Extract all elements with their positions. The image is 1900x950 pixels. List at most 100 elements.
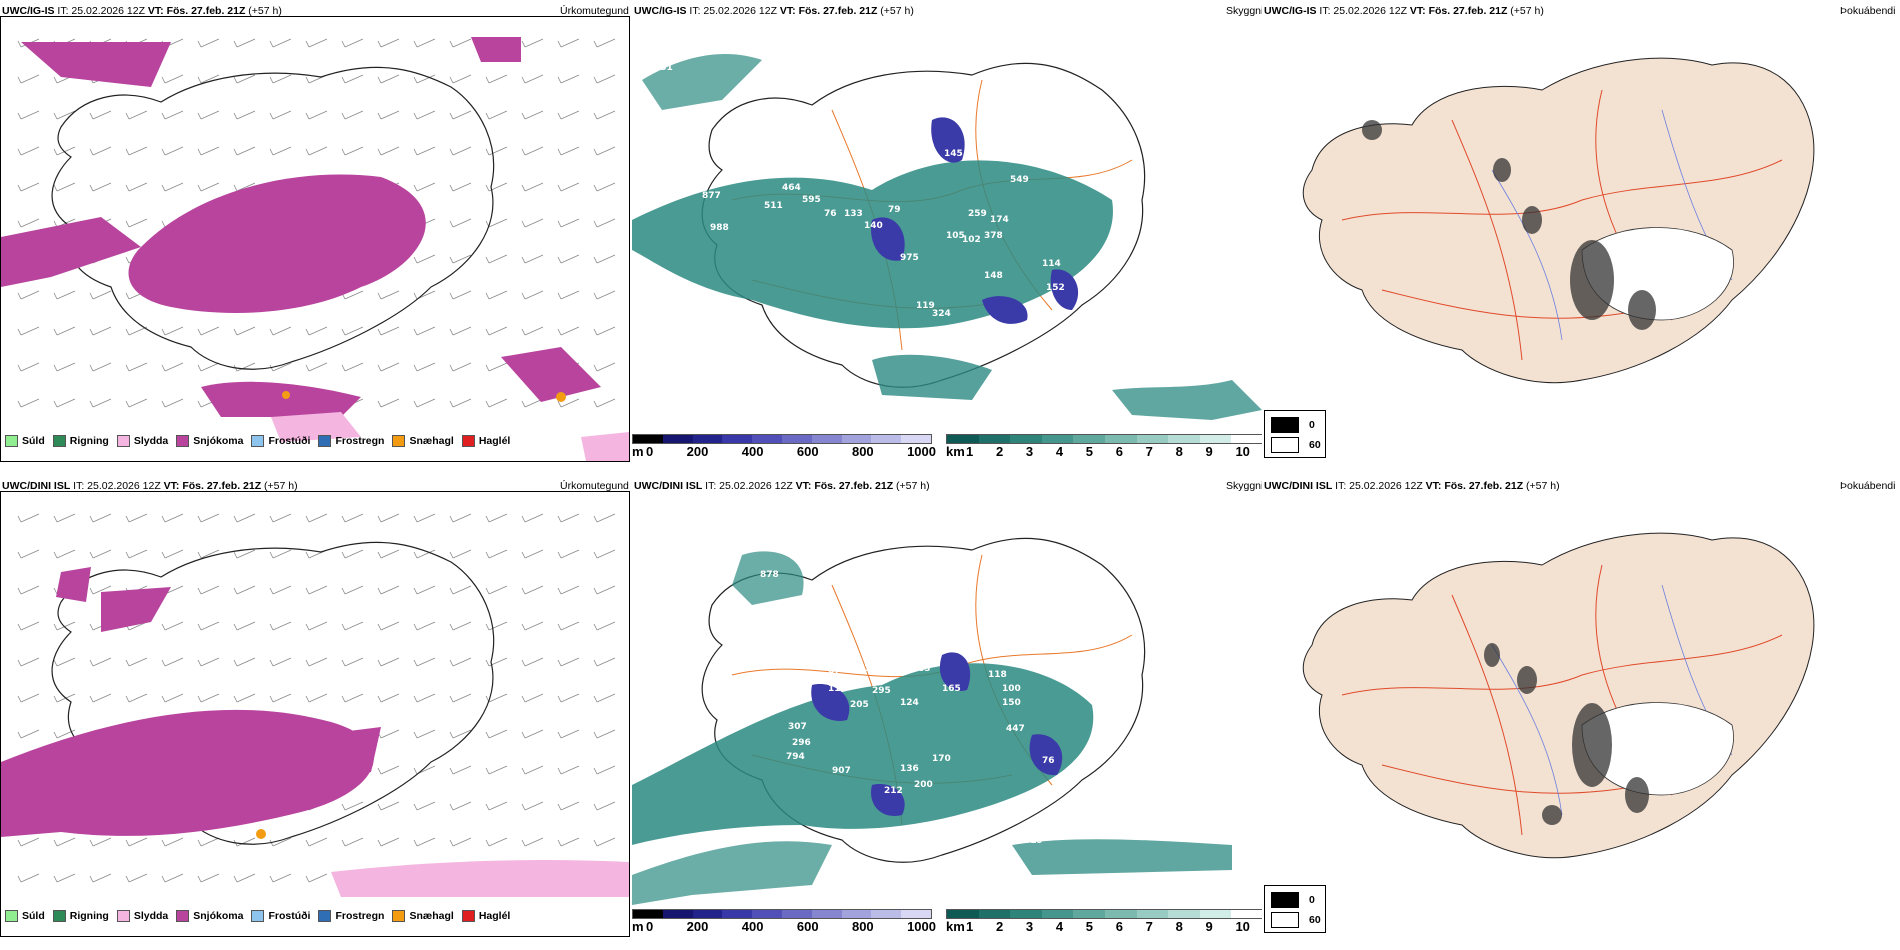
cloud-base-ticks: 0 200 400 600 800 1000 (646, 919, 936, 934)
wind-barb (125, 110, 148, 120)
cloud-base-value: 174 (990, 215, 1009, 225)
cloud-base-value: 511 (764, 201, 783, 211)
cloud-base-value: 67 (828, 666, 841, 676)
wind-barb (377, 74, 400, 84)
wind-barb (17, 729, 40, 739)
wind-barb (521, 837, 544, 847)
wind-barb (341, 74, 364, 84)
model-name: UWC/IG-IS (1264, 5, 1317, 17)
wind-barb (125, 549, 148, 559)
wind-barb (485, 326, 508, 336)
wind-barb (593, 182, 616, 192)
wind-barb (377, 765, 400, 775)
wind-barb (593, 657, 616, 667)
wind-barb (197, 549, 220, 559)
wind-barb (449, 513, 472, 523)
wind-barb (521, 801, 544, 811)
panel-title: UWC/IG-IS IT: 25.02.2026 12Z VT: Fös. 27… (2, 5, 282, 17)
cloud-base-value: 102 (962, 235, 981, 245)
cloud-base-value: 118 (988, 670, 1007, 680)
wind-barb (233, 110, 256, 120)
wind-barb (413, 837, 436, 847)
wind-barb (377, 657, 400, 667)
wind-barb (197, 362, 220, 372)
wind-barb (377, 585, 400, 595)
wind-barb (341, 38, 364, 48)
cloud-top-tick: 8 (1175, 919, 1183, 934)
cloud-base-ticks: 0 200 400 600 800 1000 (646, 444, 936, 459)
fog-legend-swatch (1271, 437, 1299, 453)
wind-barb (593, 146, 616, 156)
panel-title: UWC/DINI ISL IT: 25.02.2026 12Z VT: Fös.… (634, 480, 930, 492)
wind-barb (269, 621, 292, 631)
wind-barb (413, 290, 436, 300)
precip-map-frame: Súld Rigning Slydda Snjókoma Frostúði Frostre… (0, 491, 630, 937)
wind-barb (305, 326, 328, 336)
cloud-colorbars: m 0 200 400 600 800 1000 km 1 2 3 4 5 6 7 8 9 10 (632, 909, 1262, 935)
valid-time: Fös. 27.feb. 21Z (166, 5, 246, 17)
cloud-base-unit: m (632, 919, 644, 934)
wind-barb (593, 362, 616, 372)
wind-barb (557, 74, 580, 84)
wind-barb (53, 110, 76, 120)
legend-item: Súld (5, 435, 45, 447)
wind-barb (413, 657, 436, 667)
wind-barb (341, 513, 364, 523)
model-name: UWC/IG-IS (2, 5, 55, 17)
wind-barb (269, 693, 292, 703)
precip-type-panel: UWC/DINI ISL IT: 25.02.2026 12Z VT: Fös.… (0, 475, 632, 950)
legend-item: Snæhagl (392, 910, 454, 922)
wind-barb (449, 110, 472, 120)
wind-barb (89, 362, 112, 372)
cloud-base-value: 324 (932, 309, 951, 319)
wind-barb (593, 110, 616, 120)
wind-barb (125, 146, 148, 156)
wind-barb (485, 765, 508, 775)
panel-label: Skyggni (1226, 480, 1262, 492)
cloud-base-value: 100 (1002, 684, 1021, 694)
panel-label: Úrkomutegund (560, 480, 629, 492)
precip-legend: Súld Rigning Slydda Snjókoma Frostúði Frostre… (5, 435, 510, 447)
lead-time: (+57 h) (1510, 5, 1544, 17)
wind-barb (593, 729, 616, 739)
legend-swatch (5, 435, 18, 447)
wind-barb (413, 74, 436, 84)
wind-barb (269, 146, 292, 156)
wind-barb (341, 693, 364, 703)
wind-barb (17, 218, 40, 228)
cloud-base-tick: 600 (796, 444, 819, 459)
wind-barb (125, 513, 148, 523)
legend-swatch (392, 910, 406, 922)
wind-barb (17, 693, 40, 703)
wind-barb (557, 513, 580, 523)
wind-barb (557, 693, 580, 703)
fog-panel: UWC/IG-IS IT: 25.02.2026 12Z VT: Fös. 27… (1262, 0, 1900, 475)
wind-barb (161, 326, 184, 336)
legend-label: Rigning (69, 435, 109, 447)
cloud-base-value: 136 (900, 764, 919, 774)
wind-barb (161, 621, 184, 631)
wind-barb (377, 729, 400, 739)
wind-barb (485, 362, 508, 372)
wind-barb (161, 74, 184, 84)
wind-barb (485, 657, 508, 667)
wind-barb (449, 693, 472, 703)
wind-barb (449, 254, 472, 264)
lead-time: (+57 h) (896, 480, 930, 492)
valid-label: VT: (779, 5, 796, 17)
wind-barb (449, 218, 472, 228)
precip-map (1, 37, 629, 461)
cloud-top-tick: 3 (1025, 919, 1034, 934)
legend-label: Súld (22, 910, 45, 922)
wind-barb (377, 693, 400, 703)
legend-swatch (52, 435, 66, 447)
wind-barb (485, 182, 508, 192)
wind-barb (53, 362, 76, 372)
wind-barb (485, 585, 508, 595)
cloud-base-tick: 800 (851, 444, 874, 459)
cloud-top-area (872, 354, 992, 400)
wind-barb (305, 621, 328, 631)
legend-swatch (461, 435, 475, 447)
wind-barb (593, 326, 616, 336)
